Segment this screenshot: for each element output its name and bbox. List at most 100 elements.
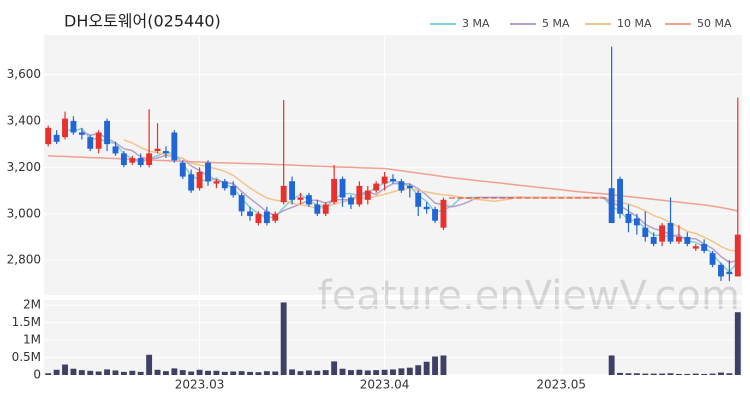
volume-bar	[314, 370, 321, 375]
volume-bar	[667, 373, 674, 375]
candle-body	[499, 197, 506, 199]
x-tick-label: 2023.05	[536, 378, 586, 392]
volume-bar	[709, 373, 716, 375]
volume-bar	[684, 373, 691, 375]
candle-body	[70, 120, 77, 133]
candle-body	[364, 190, 371, 200]
volume-bar	[146, 354, 153, 375]
volume-bar	[701, 373, 708, 375]
candle-body	[398, 181, 405, 191]
volume-bar	[196, 369, 203, 375]
candle-body	[104, 120, 111, 145]
y-tick-label: 3,600	[7, 67, 41, 81]
volume-bar	[692, 373, 699, 375]
candle-body	[667, 223, 674, 242]
candle-body	[112, 146, 119, 154]
volume-bar	[348, 370, 354, 375]
volume-bar	[718, 372, 724, 375]
volume-bar	[137, 371, 144, 375]
candle-body	[331, 178, 338, 203]
volume-bar	[289, 369, 296, 375]
y-tick-label: 3,000	[7, 206, 41, 220]
candle-body	[709, 253, 716, 265]
candle-body	[87, 137, 94, 149]
candle-body	[297, 197, 304, 200]
volume-bar	[129, 370, 136, 375]
candle-body	[129, 158, 136, 163]
candle-body	[137, 158, 144, 165]
volume-bar	[238, 371, 245, 375]
volume-bar	[322, 370, 329, 375]
volume-bar	[230, 371, 237, 375]
candle-body	[221, 181, 228, 189]
volume-bar	[390, 369, 396, 375]
candle-body	[482, 197, 489, 199]
candle-body	[171, 132, 178, 161]
volume-bar	[263, 371, 270, 375]
candle-body	[432, 209, 438, 221]
candle-body	[642, 227, 649, 237]
candle-body	[566, 197, 573, 199]
candle-body	[238, 195, 245, 212]
volume-bar	[213, 370, 220, 375]
candle-body	[339, 178, 346, 198]
candle-body	[289, 181, 296, 200]
volume-bar	[373, 370, 380, 375]
volume-tick-label: 1.5M	[12, 315, 41, 329]
volume-tick-label: 2M	[23, 298, 41, 312]
volume-bar	[205, 370, 211, 375]
candle-body	[154, 148, 161, 152]
candle-body	[507, 197, 514, 199]
candle-body	[524, 197, 531, 199]
volume-bar	[62, 364, 68, 375]
y-tick-label: 3,400	[7, 113, 41, 127]
volume-bar	[675, 373, 682, 375]
volume-bar	[154, 369, 161, 375]
candle-body	[381, 176, 388, 184]
candle-body	[675, 236, 682, 242]
volume-bar	[381, 369, 388, 375]
candle-body	[62, 118, 68, 138]
candle-body	[162, 151, 169, 154]
legend-label: 50 MA	[697, 17, 732, 30]
candle-body	[188, 174, 195, 191]
volume-bar	[272, 371, 279, 375]
candle-body	[718, 264, 724, 277]
candle-body	[465, 197, 472, 199]
volume-bar	[112, 370, 119, 375]
candle-body	[701, 243, 708, 251]
x-tick-label: 2023.03	[175, 378, 225, 392]
volume-tick-label: 1M	[23, 333, 41, 347]
candle-body	[549, 197, 556, 199]
candle-body	[617, 178, 624, 214]
volume-bar	[297, 371, 304, 375]
candle-body	[558, 197, 565, 199]
candle-body	[390, 178, 396, 182]
volume-bar	[406, 367, 413, 375]
volume-bar	[53, 369, 60, 375]
chart-title: DH오토웨어(025440)	[64, 12, 221, 31]
candle-body	[608, 188, 615, 224]
volume-bar	[440, 355, 447, 375]
candle-body	[516, 197, 523, 199]
volume-bar	[642, 373, 649, 375]
candle-body	[230, 185, 237, 196]
volume-bar	[356, 369, 363, 375]
candle-body	[541, 197, 548, 199]
candle-body	[726, 271, 733, 275]
volume-bar	[247, 371, 253, 375]
volume-bar	[415, 365, 422, 375]
watermark: feature.enViewV.com	[318, 273, 740, 319]
candle-body	[734, 234, 741, 277]
legend-label: 5 MA	[542, 17, 570, 30]
candle-body	[179, 162, 186, 177]
candle-body	[533, 197, 539, 199]
candle-body	[146, 153, 153, 165]
volume-bar	[633, 373, 640, 375]
candle-body	[415, 192, 422, 207]
volume-bar	[78, 370, 85, 375]
candle-body	[356, 185, 363, 205]
candle-body	[633, 218, 640, 226]
candle-body	[373, 183, 380, 191]
